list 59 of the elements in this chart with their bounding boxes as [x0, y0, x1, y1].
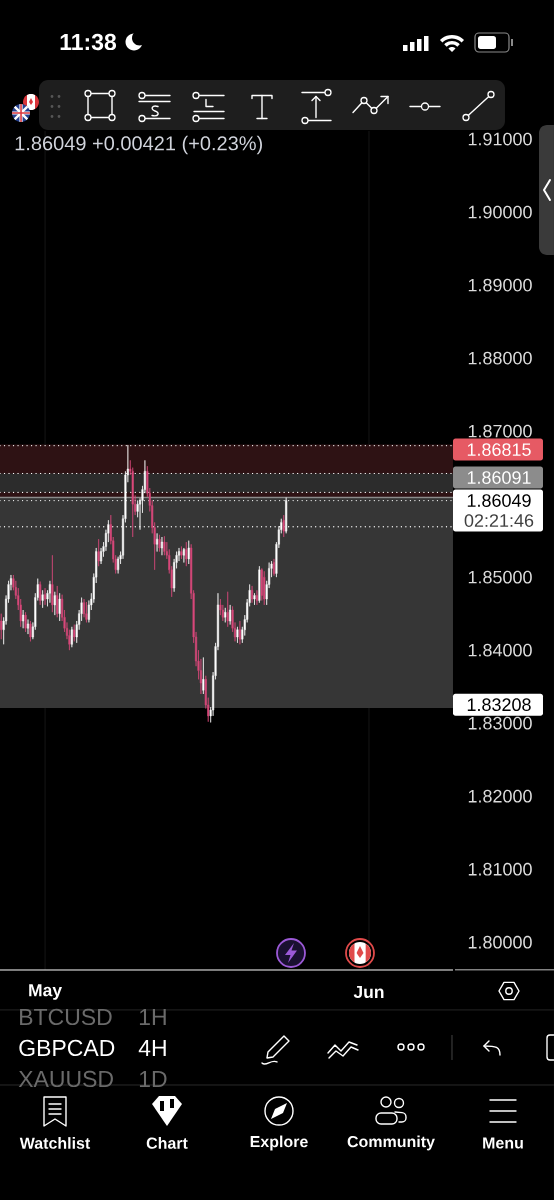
candlestick [26, 619, 30, 635]
candlestick [82, 598, 86, 618]
text: Chart [146, 1137, 188, 1149]
candlestick [163, 535, 166, 556]
candlestick [180, 546, 183, 560]
text: 1D [139, 1071, 167, 1087]
candlestick [48, 580, 51, 603]
candlestick [236, 626, 239, 644]
candlestick [39, 581, 42, 606]
candlestick [226, 591, 229, 628]
y-tick-label: 1.82000 [468, 789, 532, 803]
candlestick [24, 611, 27, 633]
candlestick [238, 620, 241, 645]
y-tick-label: 1.87000 [468, 424, 532, 438]
text: 4H [138, 1040, 166, 1056]
y-tick-label: 1.80000 [468, 935, 532, 949]
candlestick [224, 607, 227, 623]
band-label: 1.83208 [467, 698, 531, 712]
text: Explore [250, 1135, 308, 1151]
text: Watchlist [19, 1137, 91, 1149]
text: GBPCAD [19, 1039, 115, 1057]
text: 11:38 [60, 33, 117, 51]
text: XAUUSD [18, 1070, 113, 1088]
y-tick-label: 1.83000 [468, 716, 532, 730]
band-label: 1.86815 [467, 443, 531, 456]
text: BTCUSD [20, 1008, 112, 1026]
candlestick [70, 626, 73, 648]
candlestick [97, 538, 100, 567]
candlestick [260, 568, 263, 601]
y-tick-label: 1.84000 [468, 643, 532, 657]
y-tick-label: 1.88000 [468, 351, 532, 365]
candlestick [251, 585, 254, 603]
candlestick [58, 592, 61, 622]
candlestick [229, 604, 232, 625]
candlestick [202, 657, 205, 695]
candlestick [73, 624, 76, 642]
candlestick [258, 565, 261, 603]
text: 02:21:46 [464, 514, 534, 527]
candlestick [41, 589, 44, 609]
y-tick-label: 1.89000 [468, 278, 532, 292]
candlestick [263, 571, 266, 606]
text: 1H [139, 1009, 166, 1025]
ref-line-label: 1.86049 [467, 494, 531, 507]
text: Menu [483, 1137, 523, 1149]
y-tick-label: 1.91000 [468, 132, 532, 146]
x-tick-label: May [29, 984, 62, 1000]
candlestick [0, 613, 3, 640]
x-tick-label: Jun [353, 985, 384, 999]
candlestick [160, 536, 163, 556]
candlestick [53, 591, 56, 616]
y-tick-label: 1.90000 [468, 205, 532, 219]
candlestick [51, 554, 54, 613]
text: Community [347, 1135, 435, 1151]
annotation: 1.86049 +0.00421 (+0.23%) [15, 135, 262, 155]
y-tick-label: 1.85000 [468, 570, 532, 584]
ref-line-label: 1.86091 [467, 471, 531, 484]
y-tick-label: 1.81000 [468, 862, 532, 876]
candlestick [56, 585, 59, 618]
candlestick [22, 609, 25, 629]
